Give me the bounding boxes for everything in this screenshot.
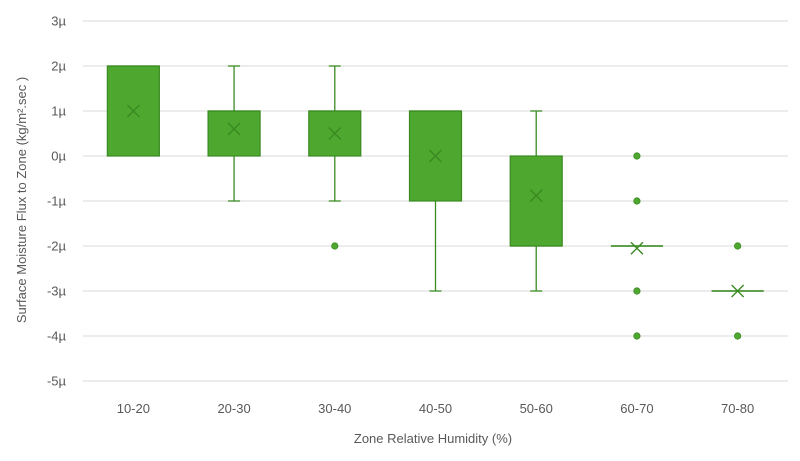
mean-marker-stroke — [429, 149, 442, 163]
box-iqr — [106, 65, 160, 157]
mean-marker — [630, 241, 644, 255]
mean-marker — [429, 149, 442, 163]
y-tick-label: -5µ — [47, 374, 67, 389]
outlier-point — [734, 332, 742, 340]
mean-marker-stroke — [731, 284, 745, 298]
x-tick-label: 70-80 — [721, 401, 754, 416]
x-axis-ticks: 10-20 20-30 30-40 40-50 50-60 60-70 70-80 — [117, 401, 755, 416]
mean-marker — [529, 189, 543, 203]
box-series — [106, 65, 764, 340]
box-10-20 — [106, 65, 160, 157]
box-20-30 — [207, 65, 261, 202]
y-tick-label: 3µ — [51, 14, 66, 29]
y-tick-label: -2µ — [47, 239, 67, 254]
box-40-50 — [408, 110, 463, 292]
outlier-point — [734, 242, 742, 250]
outlier-point — [633, 197, 641, 205]
mean-marker — [227, 122, 241, 136]
x-axis-title: Zone Relative Humidity (%) — [354, 431, 512, 446]
mean-marker-stroke — [126, 104, 140, 118]
mean-marker-stroke — [227, 122, 241, 136]
x-tick-label: 50-60 — [520, 401, 553, 416]
mean-marker — [328, 127, 342, 140]
x-tick-label: 30-40 — [318, 401, 351, 416]
x-tick-label: 10-20 — [117, 401, 150, 416]
x-tick-label: 60-70 — [620, 401, 653, 416]
mean-marker-stroke — [529, 189, 543, 203]
y-tick-label: -3µ — [47, 284, 67, 299]
box-iqr — [207, 110, 261, 157]
mean-marker-stroke — [630, 241, 644, 255]
mean-marker — [126, 104, 140, 118]
y-tick-label: 1µ — [51, 104, 66, 119]
y-tick-label: 2µ — [51, 59, 66, 74]
outlier-point — [633, 332, 641, 340]
y-axis-title: Surface Moisture Flux to Zone (kg/m².sec… — [14, 77, 29, 323]
y-tick-label: -4µ — [47, 329, 67, 344]
box-iqr — [509, 155, 563, 247]
box-70-80 — [711, 242, 764, 340]
box-30-40 — [308, 65, 362, 250]
y-tick-label: 0µ — [51, 149, 66, 164]
x-tick-label: 40-50 — [419, 401, 452, 416]
mean-marker — [731, 284, 745, 298]
box-60-70 — [610, 152, 663, 340]
box-50-60 — [509, 110, 563, 292]
outlier-point — [633, 152, 641, 160]
outlier-point — [331, 242, 339, 250]
x-tick-label: 20-30 — [217, 401, 250, 416]
y-axis-ticks: 3µ 2µ 1µ 0µ -1µ -2µ -3µ -4µ -5µ — [47, 14, 67, 389]
y-tick-label: -1µ — [47, 194, 67, 209]
mean-marker-stroke — [328, 127, 342, 140]
outlier-point — [633, 287, 641, 295]
